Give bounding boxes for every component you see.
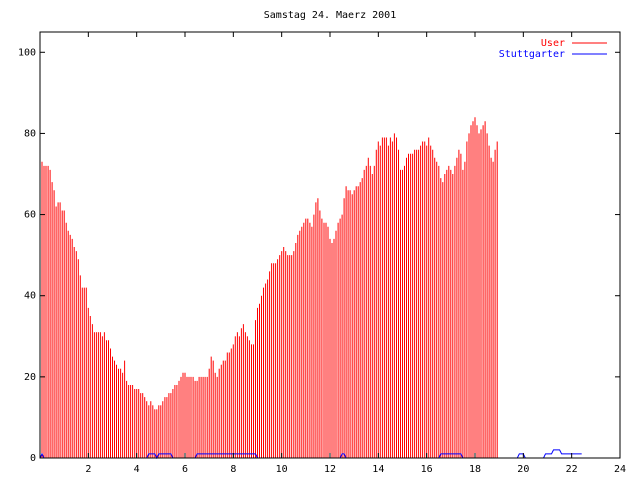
y-tick-label: 40 [24,291,36,302]
x-tick-label: 12 [324,464,336,475]
x-tick-label: 8 [230,464,236,475]
legend: User Stuttgarter [499,38,607,60]
x-tick-label: 4 [134,464,140,475]
y-tick-label: 100 [18,47,36,58]
y-tick-label: 80 [24,128,36,139]
x-tick-label: 16 [421,464,433,475]
x-tick-label: 20 [517,464,529,475]
chart-title: Samstag 24. Maerz 2001 [264,10,396,21]
y-tick-label: 60 [24,210,36,221]
x-tick-label: 2 [85,464,91,475]
x-tick-label: 24 [614,464,626,475]
y-tick-label: 20 [24,372,36,383]
x-tick-label: 6 [182,464,188,475]
x-tick-label: 22 [566,464,578,475]
legend-stuttgarter-label: Stuttgarter [499,49,565,60]
x-tick-label: 18 [469,464,481,475]
x-tick-label: 14 [372,464,384,475]
x-tick-label: 10 [276,464,288,475]
y-tick-label: 0 [30,453,36,464]
user-series [39,117,498,458]
stuttgarter-line [39,449,582,460]
legend-user-label: User [541,38,565,49]
